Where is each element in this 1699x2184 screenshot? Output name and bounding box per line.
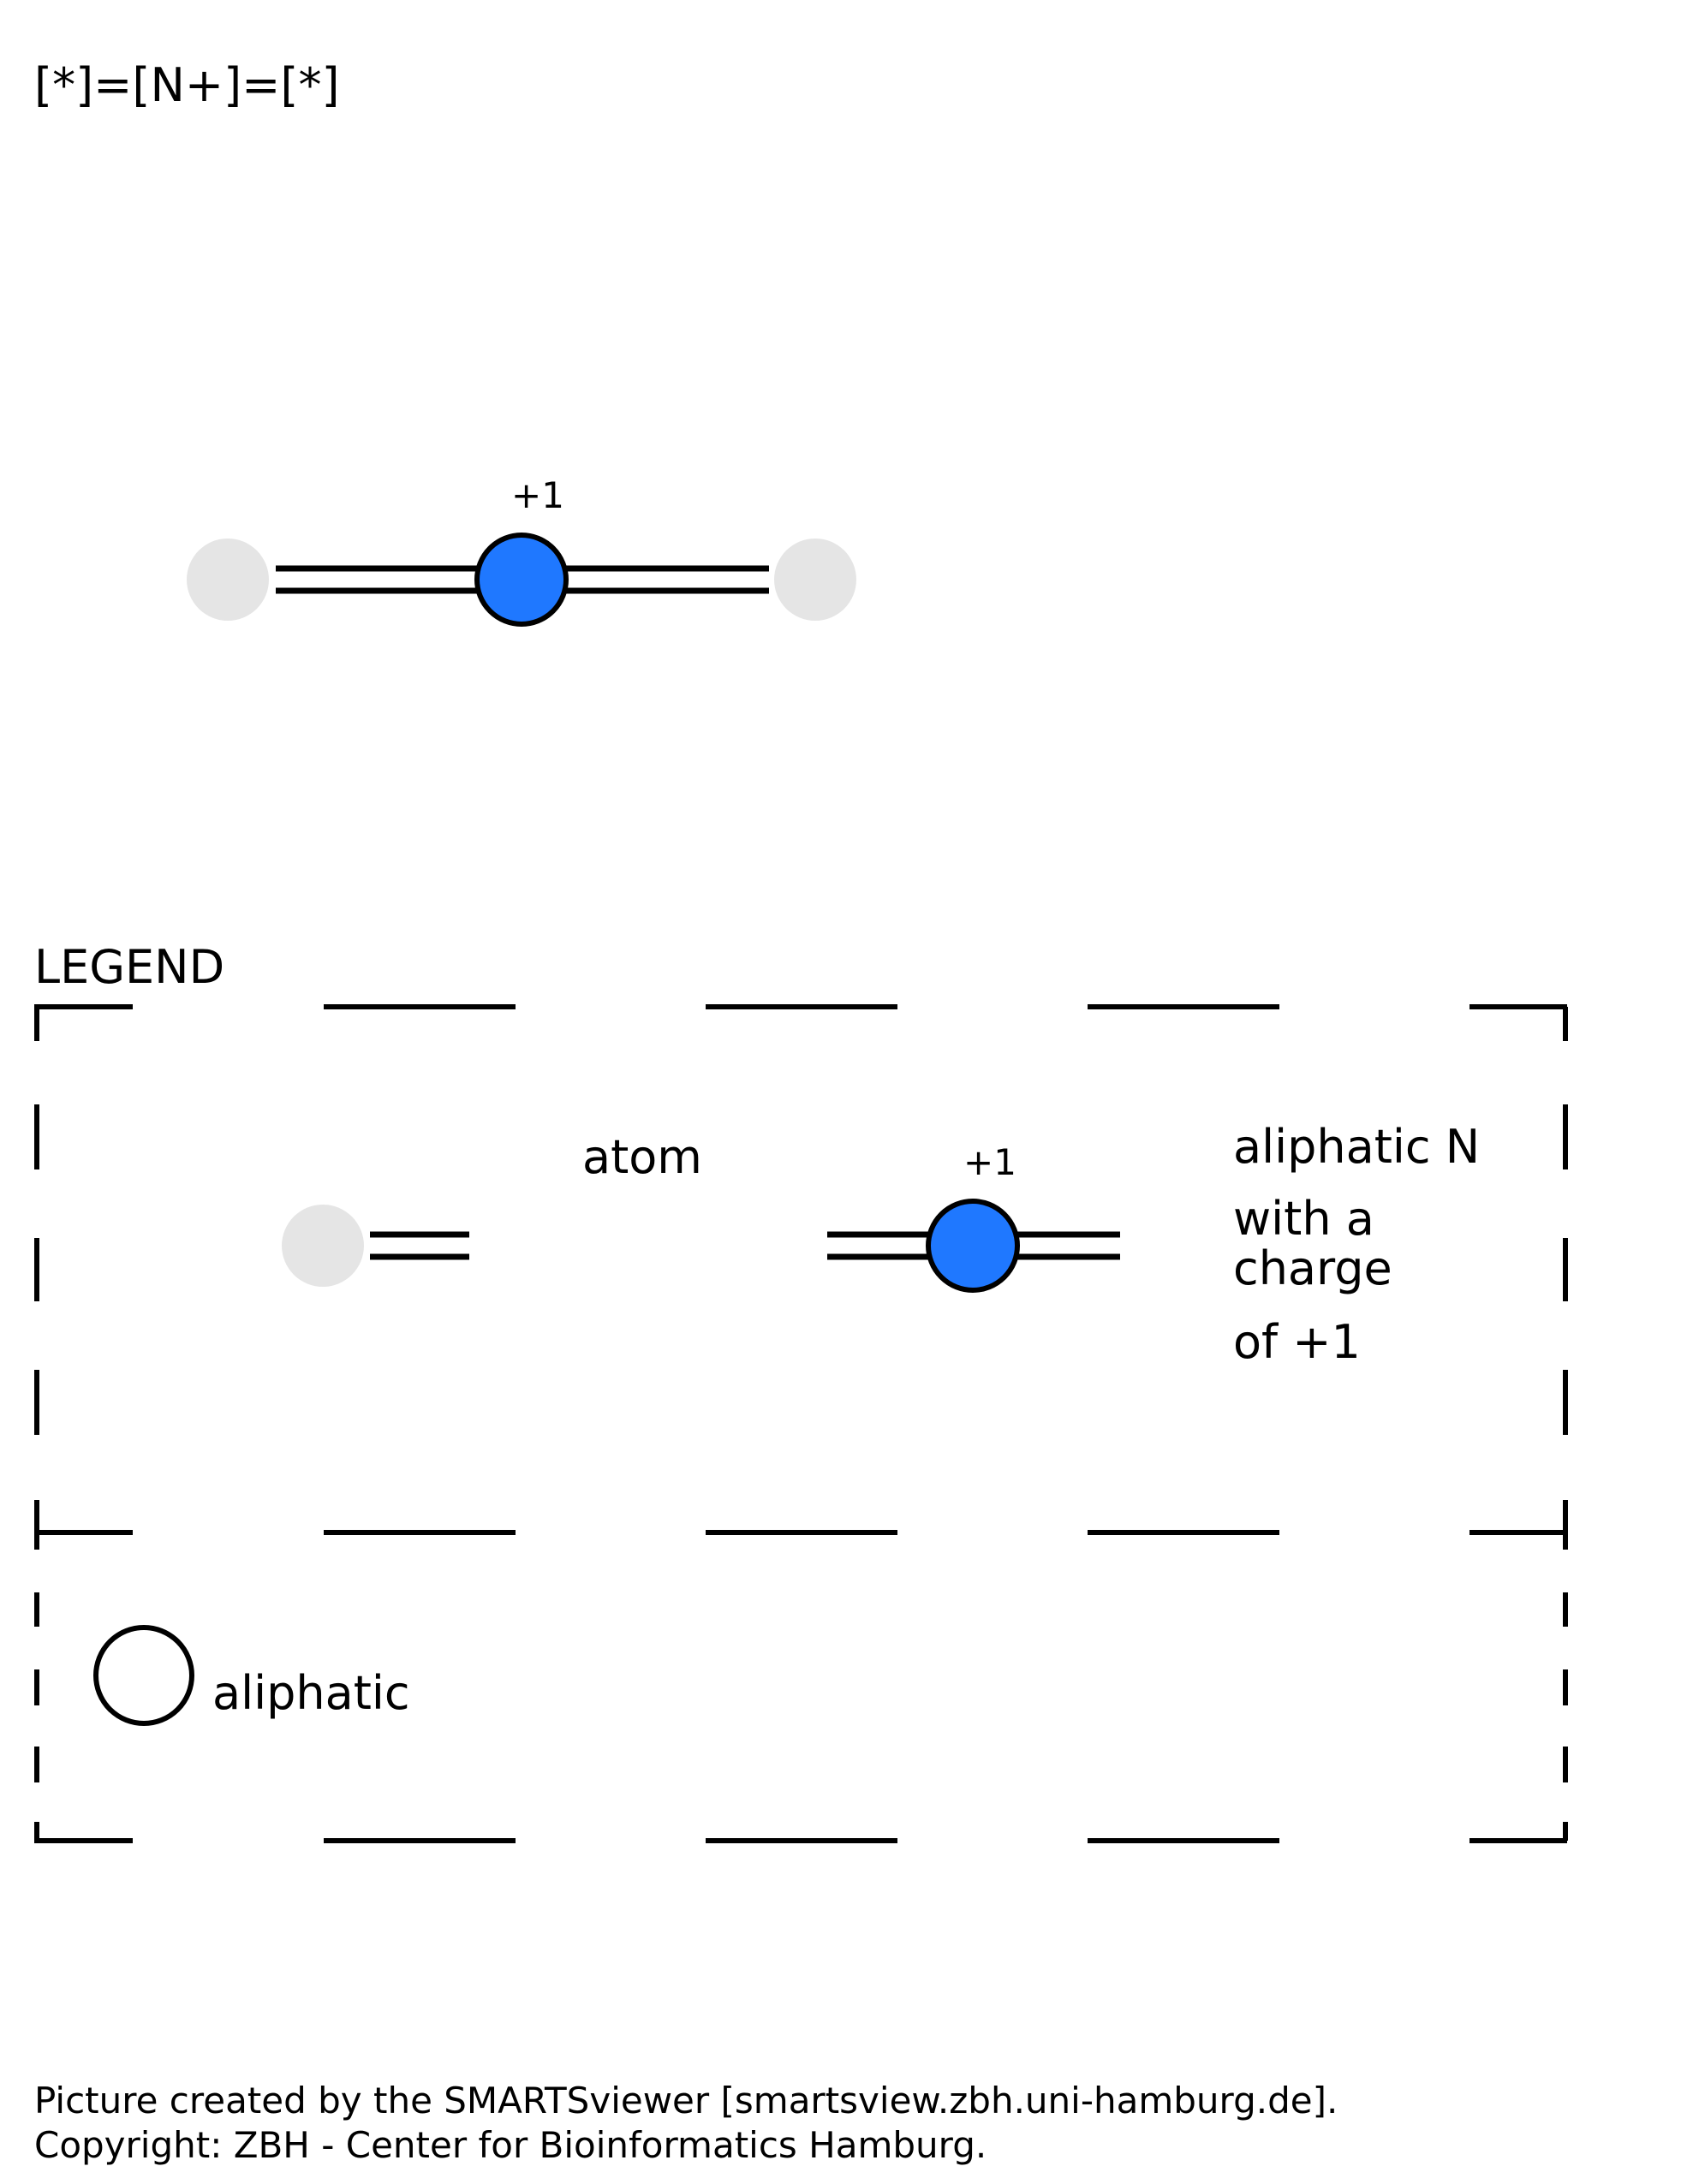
main-molecule: +1	[187, 474, 856, 627]
legend-nitrogen-item: +1 aliphatic N with a charge of +1	[827, 1120, 1480, 1369]
legend-any-atom	[282, 1205, 364, 1287]
legend-charge-label: +1	[963, 1141, 1016, 1183]
legend-nitrogen-label-line-2: with a	[1233, 1192, 1374, 1246]
any-atom-right	[774, 539, 856, 621]
legend-frame	[34, 1004, 1568, 1843]
legend-atom-label: atom	[582, 1130, 702, 1184]
charge-label: +1	[511, 474, 564, 516]
legend-nitrogen-label-line-4: of +1	[1233, 1315, 1361, 1369]
nitrogen-atom	[474, 533, 569, 627]
legend-nitrogen-label-line-1: aliphatic N	[1233, 1120, 1480, 1174]
any-atom-left	[187, 539, 269, 621]
bond-right-double	[563, 565, 769, 594]
footer-line-2: Copyright: ZBH - Center for Bioinformati…	[34, 2124, 987, 2166]
bond-left-double	[276, 565, 480, 594]
smarts-string: [*]=[N+]=[*]	[34, 58, 340, 112]
legend-aliphatic-item: aliphatic	[93, 1625, 410, 1726]
footer-line-1: Picture created by the SMARTSviewer [sma…	[34, 2080, 1338, 2122]
legend-aliphatic-label: aliphatic	[212, 1666, 410, 1720]
legend-nitrogen-label-line-3: charge	[1233, 1241, 1392, 1295]
legend-any-atom-item: atom	[282, 1130, 702, 1287]
legend-nitrogen-bonds	[827, 1231, 1120, 1260]
legend-double-bond-stub	[370, 1231, 469, 1260]
legend-nitrogen-atom	[926, 1199, 1020, 1293]
legend-aliphatic-circle	[93, 1625, 194, 1726]
legend-title: LEGEND	[34, 940, 224, 994]
